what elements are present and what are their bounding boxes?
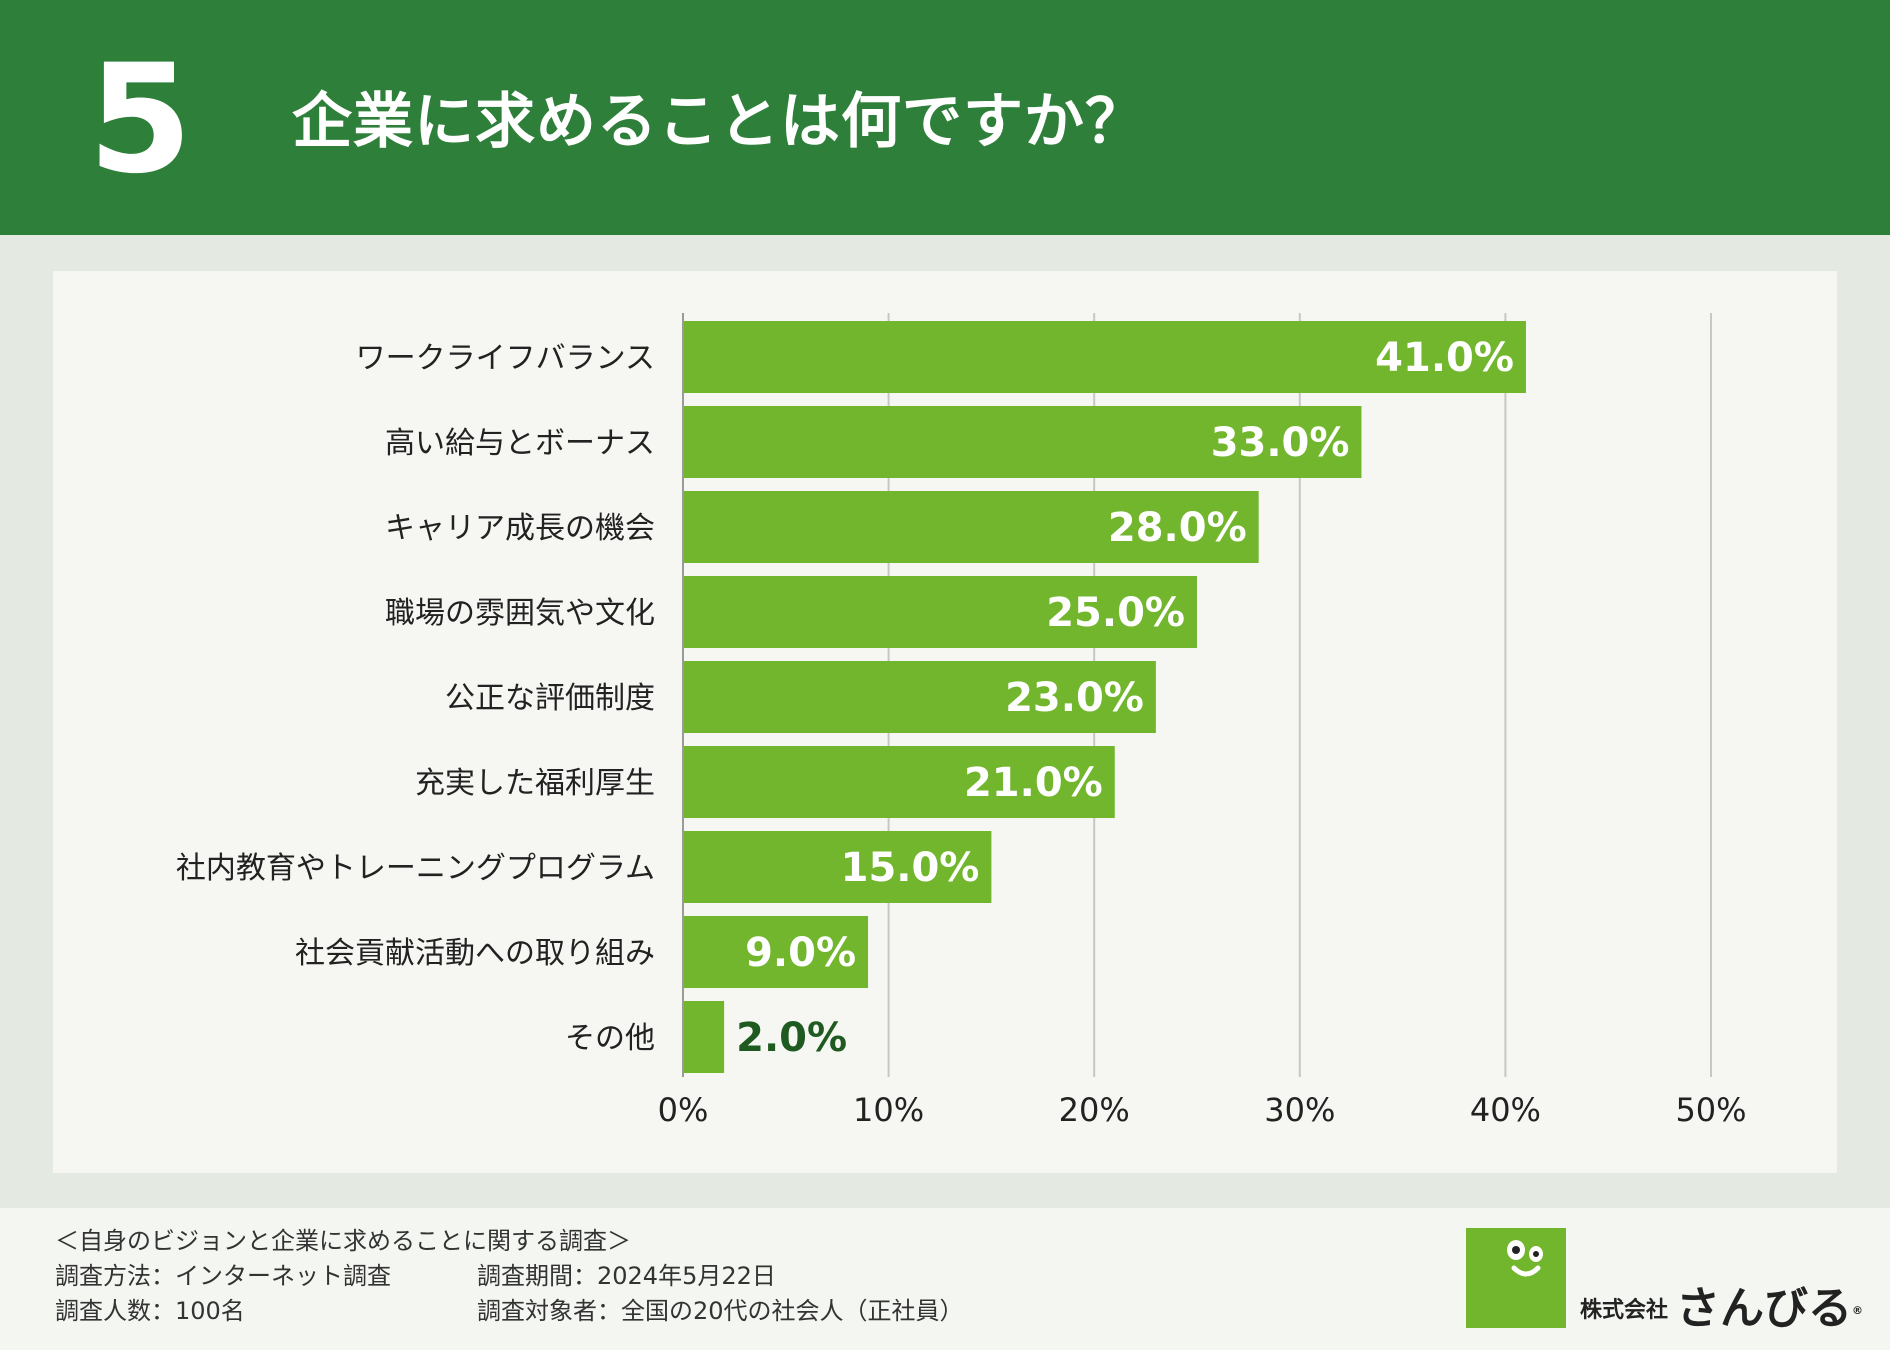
survey-title: ＜自身のビジョンと企業に求めることに関する調査＞ [55,1227,631,1255]
data-label: 23.0% [1005,675,1144,721]
x-tick-label: 0% [658,1091,709,1129]
survey-period: 調査期間：2024年5月22日 [477,1262,776,1290]
mascot-face-icon [1507,1240,1543,1277]
x-tick-label: 10% [853,1091,924,1129]
bar [683,406,1362,478]
data-label: 33.0% [1211,420,1350,466]
bar [683,746,1115,818]
category-label: 充実した福利厚生 [415,766,655,801]
category-label: 社会貢献活動への取り組み [295,936,655,971]
registered-mark: ® [1852,1304,1864,1317]
bar [683,491,1259,563]
x-tick-label: 40% [1470,1091,1541,1129]
question-number: 5 [88,33,193,207]
chart-panel: 0% 10% 20% 30% 40% 50% ワークライフバランス 41.0% 高い給与とボーナ… [53,271,1837,1173]
bar [683,831,992,903]
data-label: 2.0% [736,1015,847,1061]
footer: ＜自身のビジョンと企業に求めることに関する調査＞ 調査方法：インターネット調査 … [0,1208,1890,1350]
category-label: 高い給与とボーナス [385,426,655,461]
data-label: 41.0% [1375,335,1514,381]
x-tick-label: 20% [1059,1091,1130,1129]
bar [683,916,869,988]
logo-corp-label: 株式会社 [1580,1298,1669,1323]
bar [683,661,1156,733]
category-label: 職場の雰囲気や文化 [385,596,655,631]
category-label: キャリア成長の機会 [385,511,655,546]
x-tick-label: 50% [1675,1091,1746,1129]
bar [683,1001,725,1073]
bar [683,576,1197,648]
logo-name: さんびる [1676,1283,1853,1334]
category-label: 公正な評価制度 [445,681,655,716]
logo-wordmark: 株式会社 さんびる® [1580,1284,1863,1336]
survey-sample-size: 調査人数：100名 [55,1297,245,1325]
data-label: 25.0% [1046,590,1185,636]
data-label: 15.0% [841,845,980,891]
x-tick-label: 30% [1264,1091,1335,1129]
survey-target: 調査対象者：全国の20代の社会人（正社員） [477,1297,964,1325]
category-label: ワークライフバランス [356,341,655,376]
data-label: 28.0% [1108,505,1247,551]
data-label: 9.0% [745,930,856,976]
header-banner: 5 企業に求めることは何ですか？ [0,0,1890,235]
category-label: 社内教育やトレーニングプログラム [176,851,655,886]
bar-chart: 0% 10% 20% 30% 40% 50% ワークライフバランス 41.0% 高い給与とボーナ… [176,313,1747,1129]
data-label: 21.0% [964,760,1103,806]
bar [683,321,1526,393]
category-label: その他 [565,1021,655,1056]
survey-method: 調査方法：インターネット調査 [55,1262,391,1290]
logo-mascot [1466,1228,1566,1328]
question-title: 企業に求めることは何ですか？ [292,87,1146,157]
